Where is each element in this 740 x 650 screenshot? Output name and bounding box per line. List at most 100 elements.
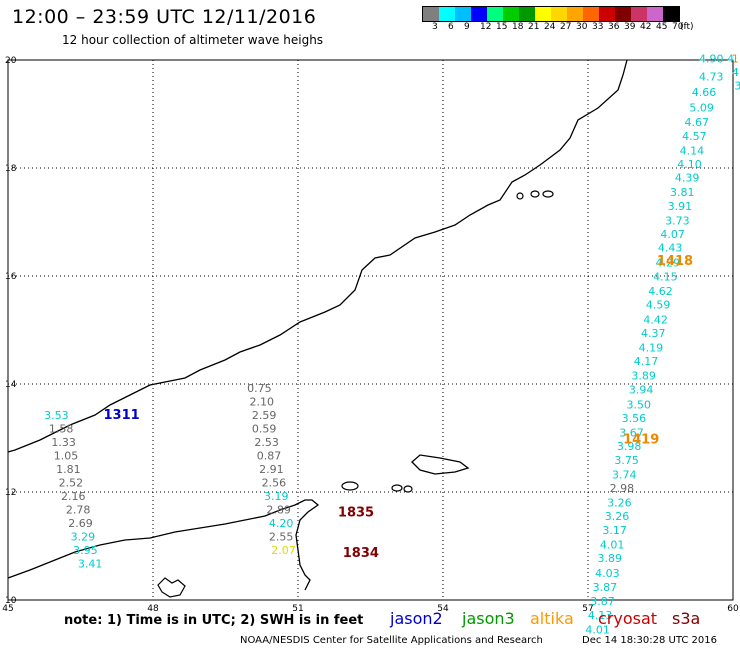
wave-height-label: 2.59 xyxy=(252,409,277,422)
wave-height-label: 2.16 xyxy=(61,490,86,503)
legend-swatch xyxy=(567,7,583,21)
wave-height-label: 2.98 xyxy=(610,482,635,495)
wave-height-observations: 4.90 4.73 4.66 5.09 4.674.57 4.144.104.393.81… xyxy=(44,53,740,637)
longitude-tick-label: 51 xyxy=(292,604,303,614)
timestamp: Dec 14 18:30:28 UTC 2016 xyxy=(582,635,717,646)
legend-swatch xyxy=(519,7,535,21)
wave-height-label: 2.78 xyxy=(66,504,91,517)
longitude-tick-label: 54 xyxy=(437,604,449,614)
wave-height-label: 1.58 xyxy=(49,423,74,436)
wave-height-label: 2.56 xyxy=(262,477,287,490)
wave-height-label: 3.50 xyxy=(627,398,652,411)
legend-swatch xyxy=(535,7,551,21)
map-title: 12:00 – 23:59 UTC 12/11/2016 xyxy=(12,6,317,28)
small-island xyxy=(516,192,524,200)
wave-height-label: 4.01 xyxy=(585,623,610,636)
legend-bin-label: 45 xyxy=(656,22,668,32)
wave-height-label: 4.57 xyxy=(682,130,707,143)
wave-height-label: 3.89 xyxy=(631,370,656,383)
latitude-tick-label: 16 xyxy=(5,272,17,282)
legend-swatch xyxy=(471,7,487,21)
wave-height-label: 3.73 xyxy=(665,215,690,228)
legend-unit-label: (ft) xyxy=(680,22,694,32)
wave-height-label: 4.29 xyxy=(656,256,681,269)
latitude-tick-label: 14 xyxy=(5,380,17,390)
wave-height-label: 1.81 xyxy=(56,463,81,476)
wave-height-label: 4.14 xyxy=(680,145,705,158)
coastal-inlet xyxy=(157,577,186,598)
wave-height-label: 4.59 xyxy=(646,298,671,311)
wave-height-label: 3.17 xyxy=(602,524,627,537)
satellite-name: s3a xyxy=(672,609,701,628)
wave-height-label: 1 xyxy=(732,53,739,66)
pass-time-label: 1419 xyxy=(623,432,659,447)
wave-height-label: 0.87 xyxy=(257,450,282,463)
pass-time-label: 1834 xyxy=(343,546,379,561)
longitude-tick-label: 48 xyxy=(147,604,159,614)
small-island xyxy=(403,485,413,493)
legend-bin-label: 30 xyxy=(576,22,588,32)
legend-bin-label: 9 xyxy=(464,22,470,32)
wave-height-label: 3.29 xyxy=(71,531,96,544)
pass-time-label: 1311 xyxy=(103,408,139,423)
socotra-island xyxy=(411,454,470,475)
wave-height-label: 2.10 xyxy=(250,396,275,409)
small-island xyxy=(530,190,540,198)
wave-height-label: 2.53 xyxy=(254,436,279,449)
wave-height-label: 4.07 xyxy=(660,228,685,241)
wave-height-label: 5.09 xyxy=(689,101,714,114)
wave-height-label: 4.13 xyxy=(588,609,613,622)
wave-height-label: 4.01 xyxy=(600,539,625,552)
small-island xyxy=(391,484,403,492)
legend-swatch xyxy=(647,7,663,21)
wave-height-label: 4.73 xyxy=(699,71,724,84)
satellite-name: altika xyxy=(530,609,574,628)
wave-height-label: 2.89 xyxy=(266,504,291,517)
horn-of-africa-coast xyxy=(7,499,320,591)
wave-height-label: 3.56 xyxy=(622,412,647,425)
legend-bin-label: 15 xyxy=(496,22,508,32)
wave-height-label: 4.62 xyxy=(648,285,673,298)
wave-height-label: 4.43 xyxy=(658,242,683,255)
footer-note: note: 1) Time is in UTC; 2) SWH is in fe… xyxy=(64,613,364,628)
wave-height-label: 3.87 xyxy=(593,581,618,594)
wave-height-label: 3.94 xyxy=(629,384,654,397)
wave-height-label: 4.67 xyxy=(685,116,710,129)
legend-bin-label: 3 xyxy=(432,22,438,32)
wave-height-label: 4 xyxy=(732,66,739,79)
legend-swatch xyxy=(423,7,439,21)
wave-height-label: 3.26 xyxy=(607,497,632,510)
wave-height-label: 3.91 xyxy=(668,200,693,213)
pass-time-label: 1835 xyxy=(338,505,374,520)
wave-height-label: 4.37 xyxy=(641,327,666,340)
wave-height-label: 4.66 xyxy=(692,86,717,99)
wave-height-label: 0.59 xyxy=(252,423,277,436)
satellite-name: jason3 xyxy=(462,609,515,628)
credit-line: NOAA/NESDIS Center for Satellite Applica… xyxy=(240,635,543,646)
wave-height-label: 3.41 xyxy=(78,558,103,571)
map-border xyxy=(7,59,734,601)
legend-bin-label: 21 xyxy=(528,22,540,32)
satellite-name: cryosat xyxy=(598,609,658,628)
wave-height-label: 3.53 xyxy=(44,409,69,422)
legend-swatch xyxy=(663,7,679,21)
latitude-tick-label: 18 xyxy=(5,164,17,174)
wave-height-label: 3.75 xyxy=(614,454,639,467)
wave-height-label: 4.17 xyxy=(634,355,659,368)
legend-bin-label: 18 xyxy=(512,22,524,32)
wave-height-label: 3.87 xyxy=(590,595,615,608)
wave-height-label: 0.75 xyxy=(247,382,272,395)
wave-height-label: 1.33 xyxy=(51,436,76,449)
wave-height-label: 1.05 xyxy=(54,450,79,463)
legend-swatch xyxy=(631,7,647,21)
wave-height-label: 4.10 xyxy=(677,158,702,171)
wave-height-label: 4.42 xyxy=(643,314,668,327)
wave-height-label: 2.55 xyxy=(269,531,294,544)
wave-height-label: 3.26 xyxy=(605,510,630,523)
legend-swatch xyxy=(599,7,615,21)
wave-height-label: 2.07 xyxy=(271,544,296,557)
legend-swatch xyxy=(439,7,455,21)
coastline xyxy=(7,59,628,598)
